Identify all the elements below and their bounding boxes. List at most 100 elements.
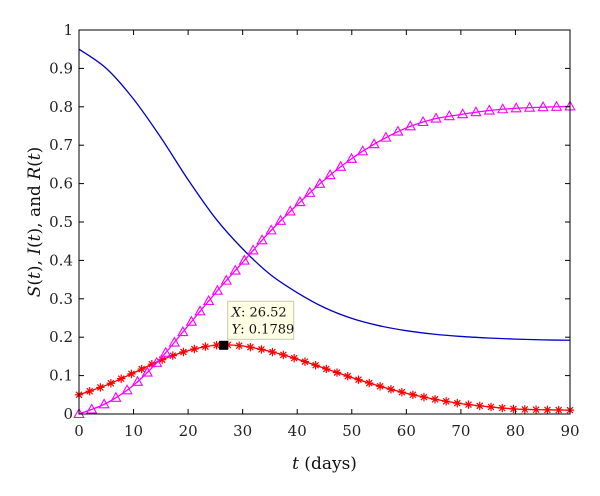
series-I-point (289, 353, 299, 363)
series-R-point (404, 120, 416, 131)
series-I-point (441, 397, 451, 406)
series-R-point (168, 336, 181, 347)
series-I-point (127, 369, 136, 379)
y-axis-label-part: ), and (25, 180, 45, 235)
series-I-point (190, 344, 199, 354)
x-tick-label: 40 (288, 422, 307, 440)
series-I-point (96, 383, 105, 392)
series-I-point (234, 341, 244, 350)
series-I-point (430, 395, 440, 404)
series-R-point (274, 214, 287, 225)
series-R (73, 100, 576, 419)
series-R-point (510, 102, 522, 113)
series-R-point (380, 131, 392, 142)
series-R-point (294, 195, 306, 207)
x-tick-label: 0 (74, 422, 84, 440)
series-R-point (160, 346, 172, 357)
series-I-point (201, 342, 210, 351)
series-R-point (470, 106, 482, 117)
series-I-point (300, 357, 310, 366)
series-I-point (464, 400, 473, 409)
series-R-point (73, 407, 85, 419)
series-I-point (147, 360, 157, 369)
y-tick-label: 1 (63, 21, 73, 39)
y-axis-label-part: I (25, 248, 45, 256)
series-S-line (78, 48, 571, 341)
series-R-point (345, 152, 358, 163)
series-R-point (430, 112, 442, 123)
datatip-x-value: : 26.52 (241, 305, 287, 320)
series-I-point (453, 398, 462, 408)
y-axis-label-part: ) (25, 147, 45, 154)
y-tick-label: 0.5 (49, 213, 73, 231)
series-I-point (106, 379, 116, 388)
y-tick-label: 0.3 (49, 290, 73, 308)
series-I-point (212, 340, 221, 350)
series-I-point (520, 405, 530, 414)
y-axis-label-part: R (25, 167, 45, 181)
y-axis-label-part: ( (25, 279, 45, 286)
x-tick-label: 20 (179, 422, 198, 440)
series-I-point (179, 347, 188, 357)
x-tick-label: 50 (342, 422, 361, 440)
series-I-point (375, 382, 385, 391)
datatip-y-value: : 0.1789 (240, 322, 294, 337)
series-R-point (238, 254, 250, 265)
series-R-point (483, 104, 496, 115)
y-axis-label-part: S (25, 286, 45, 298)
series-R-point (537, 101, 549, 112)
series-I-point (543, 405, 552, 415)
series-R-point (98, 398, 110, 409)
series-I-point (509, 404, 518, 414)
series-R-point (211, 284, 224, 295)
series-I-point (257, 345, 266, 354)
y-axis-label-part: ), (25, 255, 45, 272)
series-I-point (158, 355, 167, 364)
y-axis-label: S(t), I(t), and R(t) (25, 147, 45, 298)
series-R-point (392, 125, 404, 136)
series-I-point (85, 386, 94, 396)
y-tick-label: 0.1 (49, 367, 73, 385)
series-I-point (408, 390, 418, 399)
series-I-point (332, 368, 342, 377)
series-R-point (121, 384, 133, 395)
series-I-point (246, 342, 255, 352)
series-R-point (202, 294, 215, 306)
series-R-point (220, 274, 232, 285)
y-axis-label-part: t (25, 234, 45, 241)
datatip-box (227, 300, 295, 340)
x-tick-label: 80 (506, 422, 525, 440)
series-I-point (397, 387, 407, 397)
y-tick-label: 0.8 (49, 98, 73, 116)
series-I-point (386, 385, 396, 394)
series-I-point (322, 364, 331, 374)
y-axis-label-part: ( (25, 241, 45, 248)
series-R-point (284, 205, 296, 216)
series-I-point (354, 375, 363, 384)
series-R-point (185, 315, 198, 326)
series-I-point (531, 405, 541, 414)
series-layer (73, 48, 576, 419)
series-R-point (177, 325, 189, 337)
series-R-point (523, 101, 536, 112)
x-axis-label-var: t (292, 454, 299, 474)
series-R-point (324, 169, 336, 180)
datatip-y-label: Y: 0.1789 (232, 322, 295, 337)
series-R-point (247, 244, 259, 255)
datatip-y-key: Y (232, 322, 242, 337)
series-R-point (110, 391, 122, 402)
datatip-marker (219, 340, 229, 350)
series-I-point (419, 392, 429, 402)
y-tick-label: 0.9 (49, 59, 73, 77)
series-R-point (194, 305, 206, 316)
series-I-point (486, 402, 496, 412)
series-R-point (417, 115, 429, 127)
series-R-point (356, 145, 369, 156)
series-I-point (475, 401, 484, 411)
y-tick-label: 0.2 (49, 328, 73, 346)
series-R-point (497, 103, 509, 114)
x-tick-label: 90 (560, 422, 579, 440)
series-I-point (137, 364, 146, 374)
x-axis-label-rest: (days) (299, 454, 357, 474)
